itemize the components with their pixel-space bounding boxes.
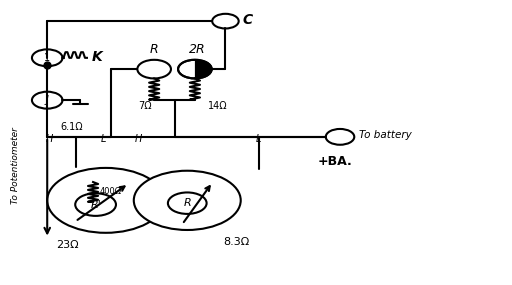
Circle shape: [134, 171, 241, 230]
Text: 400Ω: 400Ω: [99, 188, 121, 196]
Text: 1: 1: [44, 53, 50, 63]
Circle shape: [326, 129, 354, 145]
Text: +BA.: +BA.: [317, 155, 352, 168]
Text: R: R: [183, 198, 191, 208]
Circle shape: [168, 192, 207, 214]
Text: J: J: [46, 95, 49, 105]
Text: 8.3Ω: 8.3Ω: [223, 237, 249, 247]
Circle shape: [212, 14, 239, 28]
Circle shape: [137, 60, 171, 78]
Text: 2R: 2R: [189, 43, 206, 56]
Text: H: H: [46, 134, 53, 144]
Text: 7Ω: 7Ω: [138, 101, 152, 111]
Text: H: H: [135, 134, 142, 144]
Text: L: L: [256, 134, 261, 144]
Circle shape: [32, 92, 62, 109]
Wedge shape: [195, 60, 211, 78]
Text: 23Ω: 23Ω: [56, 240, 79, 250]
Text: R': R': [90, 200, 101, 209]
Text: R: R: [150, 43, 159, 56]
Text: To battery: To battery: [359, 131, 412, 141]
Circle shape: [32, 49, 62, 66]
Text: To Potentiometer: To Potentiometer: [11, 127, 20, 203]
Text: 6.1Ω: 6.1Ω: [60, 122, 83, 132]
Text: 14Ω: 14Ω: [208, 101, 227, 111]
Circle shape: [47, 168, 164, 233]
Text: C: C: [242, 13, 252, 27]
Text: K: K: [92, 50, 103, 64]
Circle shape: [178, 60, 211, 78]
Text: L: L: [100, 134, 106, 144]
Circle shape: [75, 193, 116, 216]
